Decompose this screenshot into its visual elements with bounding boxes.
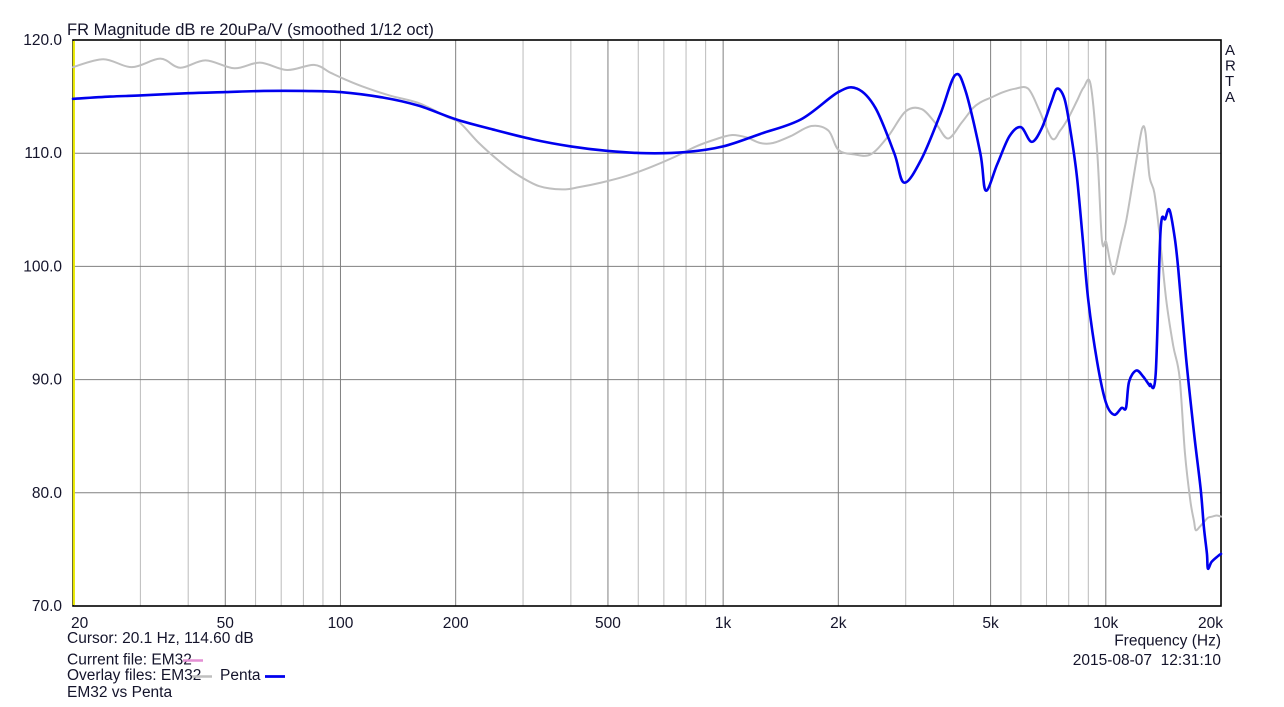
svg-text:T: T bbox=[1225, 73, 1234, 90]
svg-text:R: R bbox=[1225, 58, 1236, 75]
svg-text:Frequency (Hz): Frequency (Hz) bbox=[1114, 633, 1221, 650]
svg-text:A: A bbox=[1225, 89, 1235, 106]
svg-text:20k: 20k bbox=[1198, 615, 1223, 632]
svg-text:EM32 vs Penta: EM32 vs Penta bbox=[67, 684, 172, 701]
svg-text:90.0: 90.0 bbox=[32, 372, 63, 389]
svg-text:100: 100 bbox=[328, 615, 354, 632]
svg-text:200: 200 bbox=[443, 615, 469, 632]
svg-text:A: A bbox=[1225, 42, 1235, 59]
svg-text:120.0: 120.0 bbox=[23, 32, 62, 49]
svg-text:Current file: EM32: Current file: EM32 bbox=[67, 651, 192, 668]
svg-text:100.0: 100.0 bbox=[23, 258, 62, 275]
svg-text:2k: 2k bbox=[830, 615, 847, 632]
svg-text:FR Magnitude dB re 20uPa/V (sm: FR Magnitude dB re 20uPa/V (smoothed 1/1… bbox=[67, 21, 434, 39]
svg-text:Overlay files: EM32: Overlay files: EM32 bbox=[67, 667, 201, 684]
svg-text:5k: 5k bbox=[982, 615, 999, 632]
svg-text:1k: 1k bbox=[715, 615, 732, 632]
svg-text:10k: 10k bbox=[1093, 615, 1118, 632]
svg-text:500: 500 bbox=[595, 615, 621, 632]
svg-text:2015-08-07 12:31:10: 2015-08-07 12:31:10 bbox=[1073, 652, 1222, 669]
svg-text:70.0: 70.0 bbox=[32, 598, 63, 615]
svg-text:80.0: 80.0 bbox=[32, 485, 63, 502]
svg-text:Cursor: 20.1 Hz, 114.60 dB: Cursor: 20.1 Hz, 114.60 dB bbox=[67, 630, 254, 647]
svg-text:Penta: Penta bbox=[220, 667, 261, 684]
svg-text:110.0: 110.0 bbox=[24, 145, 62, 162]
